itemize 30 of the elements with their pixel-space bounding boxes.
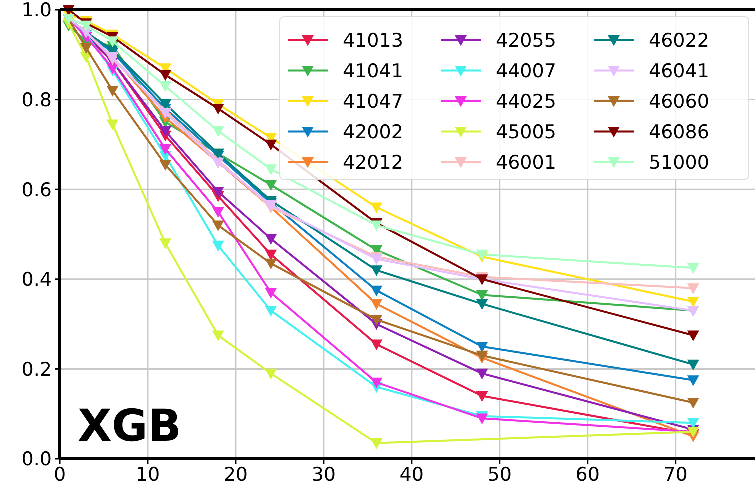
legend-label: 45005 <box>496 121 556 144</box>
legend-label: 46060 <box>649 90 710 113</box>
y-tick-label: 0.4 <box>22 269 52 292</box>
x-tick-label: 60 <box>576 464 600 486</box>
legend-label: 42012 <box>343 152 404 174</box>
y-tick-label: 0.0 <box>22 448 52 471</box>
legend-label: 42002 <box>343 121 404 144</box>
x-tick-label: 30 <box>312 464 336 486</box>
x-tick-label: 40 <box>400 464 424 486</box>
y-tick-label: 0.6 <box>22 179 52 202</box>
legend-label: 44025 <box>496 90 556 113</box>
legend-label: 42055 <box>496 30 556 52</box>
legend-label: 41047 <box>343 90 404 113</box>
x-tick-label: 10 <box>136 464 160 486</box>
legend-label: 41013 <box>343 30 404 52</box>
legend-label: 46041 <box>649 60 710 82</box>
y-tick-label: 0.8 <box>22 89 52 112</box>
legend-label: 46086 <box>649 121 710 144</box>
y-tick-label: 0.2 <box>22 358 52 381</box>
annotation: XGB <box>78 401 182 452</box>
legend-label: 46022 <box>649 30 710 52</box>
x-tick-label: 50 <box>488 464 512 486</box>
x-tick-label: 70 <box>664 464 688 486</box>
y-tick-label: 1.0 <box>22 0 52 22</box>
legend-label: 46001 <box>496 152 556 174</box>
x-tick-label: 20 <box>224 464 248 486</box>
legend-label: 51000 <box>649 152 710 174</box>
legend-label: 41041 <box>343 60 404 82</box>
legend-label: 44007 <box>496 60 556 82</box>
x-tick-label: 0 <box>54 464 66 486</box>
